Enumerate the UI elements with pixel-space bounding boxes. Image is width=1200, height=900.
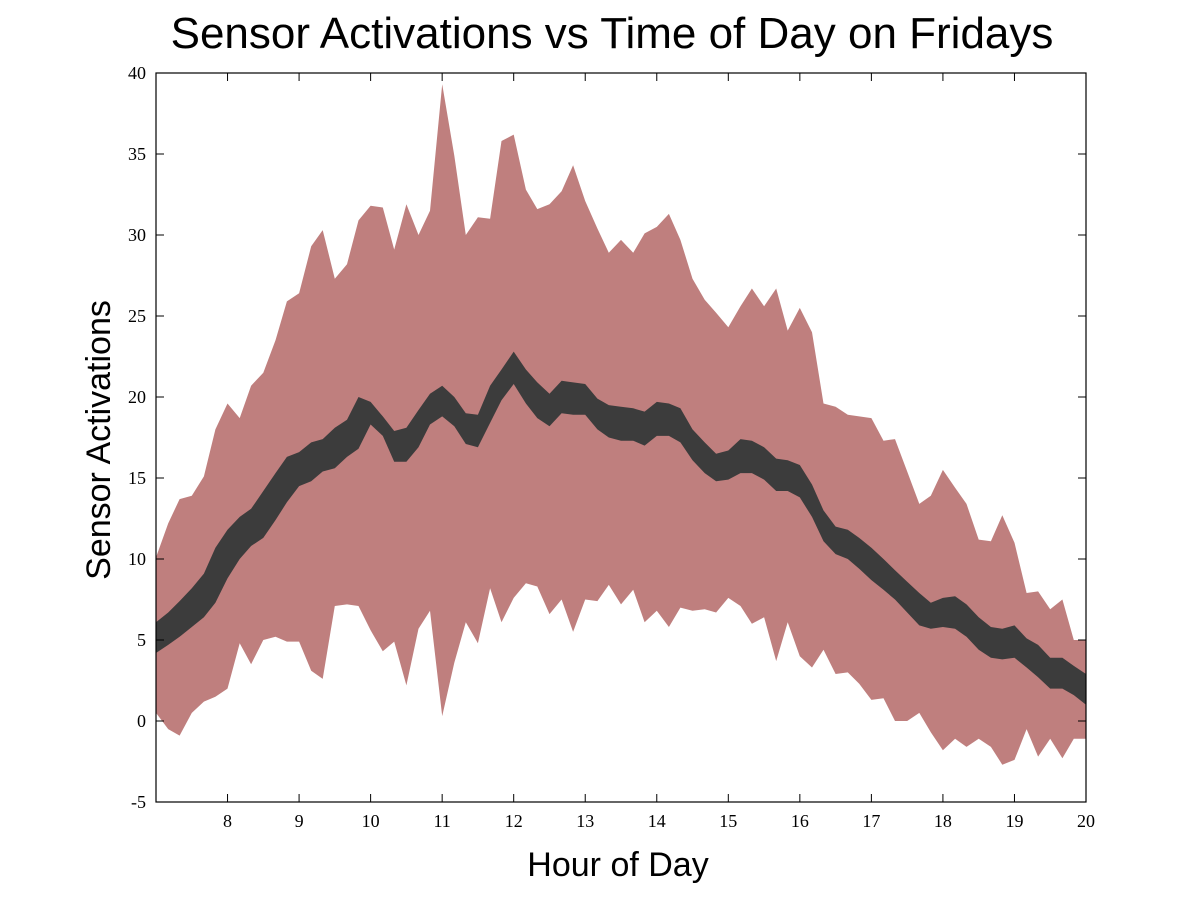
chart-title: Sensor Activations vs Time of Day on Fri… [171, 9, 1054, 58]
y-tick-label: 10 [128, 549, 146, 569]
y-tick-label: -5 [131, 792, 146, 812]
x-axis-label: Hour of Day [527, 846, 708, 884]
x-tick-label: 15 [719, 811, 737, 831]
y-axis-label: Sensor Activations [80, 300, 118, 580]
y-tick-label: 15 [128, 468, 146, 488]
x-tick-label: 18 [934, 811, 952, 831]
x-tick-label: 10 [362, 811, 380, 831]
y-tick-label: 20 [128, 387, 146, 407]
y-tick-label: 30 [128, 225, 146, 245]
plot-frame [155, 72, 1087, 803]
x-tick-label: 8 [223, 811, 232, 831]
x-tick-label: 20 [1077, 811, 1095, 831]
x-tick-label: 12 [505, 811, 523, 831]
x-tick-label: 13 [576, 811, 594, 831]
x-tick-label: 9 [295, 811, 304, 831]
y-tick-label: 0 [137, 711, 146, 731]
y-tick-label: 40 [128, 63, 146, 83]
x-tick-label: 19 [1005, 811, 1023, 831]
bands-group [156, 84, 1086, 765]
y-tick-label: 35 [128, 144, 146, 164]
x-tick-label: 14 [648, 811, 666, 831]
y-tick-label: 5 [137, 630, 146, 650]
x-tick-label: 16 [791, 811, 809, 831]
x-tick-label: 11 [433, 811, 450, 831]
ticks-group: -5 0 5 10 15 20 25 30 35 40 8 9 10 11 12 13 14 15 16 17 18 19… [128, 63, 1095, 831]
inner-band-area [156, 351, 1086, 705]
y-tick-label: 25 [128, 306, 146, 326]
x-tick-label: 17 [862, 811, 880, 831]
